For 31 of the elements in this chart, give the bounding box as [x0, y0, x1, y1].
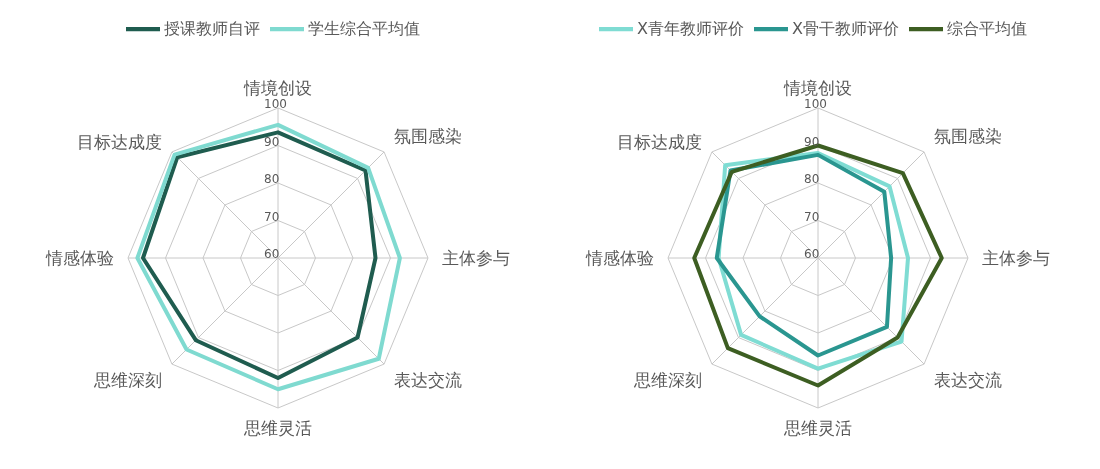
- y-tick-label: 90: [804, 134, 820, 149]
- spoke-label: 情感体验: [45, 248, 114, 269]
- spoke-label: 主体参与: [982, 248, 1050, 269]
- spoke-label: 思维灵活: [243, 418, 312, 439]
- spoke-label: 表达交流: [393, 370, 462, 391]
- y-tick-label: 70: [264, 209, 280, 224]
- y-tick-label: 60: [804, 247, 820, 261]
- spoke-label: 思维深刻: [633, 370, 703, 391]
- spoke-label: 情境创设: [243, 78, 312, 98]
- spoke-label: 情感体验: [585, 248, 654, 269]
- y-tick-label: 80: [264, 172, 280, 186]
- spoke-label: 情境创设: [783, 78, 852, 98]
- legend-label: 学生综合平均值: [308, 18, 420, 38]
- legend-label: X青年教师评价: [637, 18, 744, 38]
- spoke-label: 表达交流: [933, 370, 1002, 391]
- legend-label: 授课教师自评: [164, 18, 260, 38]
- y-tick-label: 70: [804, 209, 820, 224]
- y-tick-label: 100: [264, 97, 287, 111]
- y-tick-label: 90: [264, 134, 280, 149]
- spoke-label: 目标达成度: [617, 132, 703, 153]
- spoke-label: 思维灵活: [783, 418, 852, 439]
- spoke-label: 主体参与: [442, 248, 510, 269]
- spoke-label: 目标达成度: [77, 132, 163, 153]
- y-tick-label: 100: [804, 97, 827, 111]
- spoke-label: 思维深刻: [93, 370, 163, 391]
- y-tick-label: 80: [804, 172, 820, 186]
- y-tick-label: 60: [264, 247, 280, 261]
- spoke-label: 氛围感染: [393, 126, 462, 147]
- spoke-label: 氛围感染: [933, 126, 1002, 147]
- legend-label: 综合平均值: [946, 18, 1027, 38]
- legend-label: X骨干教师评价: [792, 18, 899, 38]
